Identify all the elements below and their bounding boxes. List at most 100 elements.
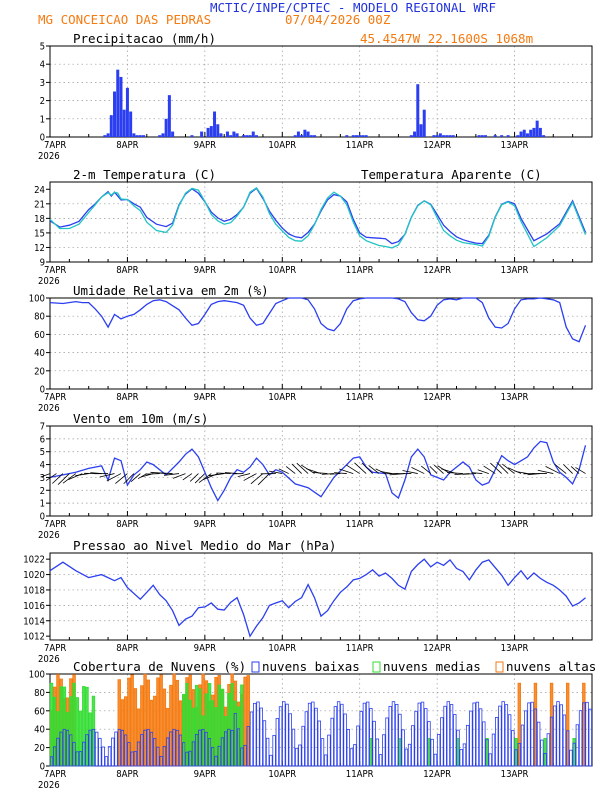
precip-bar [106, 133, 110, 137]
precip-bar [293, 135, 297, 137]
cloud-bar [407, 743, 412, 767]
cloud-bar [504, 704, 509, 767]
cloud-bar [49, 756, 54, 767]
precip-bar [296, 131, 300, 137]
cloud-bar [353, 744, 357, 767]
x-tick-label: 8APR [116, 140, 138, 151]
cloud-bar [362, 702, 367, 767]
cloud-bar [462, 743, 467, 767]
cloud-bar [94, 731, 99, 767]
cloud-bar [482, 721, 486, 767]
precip-bar [345, 135, 349, 137]
precip-bar [519, 131, 523, 137]
precip-bar [254, 135, 258, 137]
precip-bar [113, 91, 117, 137]
cloud-bar [304, 711, 309, 767]
wind-arrow [243, 473, 257, 481]
cloud-bar [253, 702, 257, 767]
legend-swatch [495, 661, 504, 673]
wind-arrow [75, 473, 89, 477]
wind-arrow [40, 473, 51, 478]
x-tick-label: 8APR [116, 392, 138, 403]
cloud-bar [172, 728, 176, 767]
precip-bar [213, 111, 217, 137]
cloud-bar [433, 753, 438, 767]
cloud-bar [272, 735, 276, 767]
wind-arrow [237, 473, 251, 477]
wind-arrow [257, 473, 270, 486]
precip-bar [109, 115, 113, 137]
wind-arrow [554, 463, 567, 474]
cloud-bar [265, 737, 270, 767]
cloud-bar [162, 746, 167, 767]
y-tick-label: 7 [40, 422, 45, 433]
cloud-bar [88, 729, 92, 767]
wind-arrow [99, 473, 115, 478]
cloud-bar [233, 713, 238, 767]
wind-arrow [313, 472, 328, 474]
precip-bar [493, 135, 497, 137]
x-tick-label: 11APR [346, 519, 374, 530]
cloud-bar [456, 729, 460, 767]
cloud-bar [365, 701, 370, 767]
cloud-bar [343, 713, 347, 767]
x-year-label: 2026 [38, 780, 60, 791]
cloud-bar [369, 708, 373, 767]
precip-bar [142, 135, 146, 137]
cloud-bar [514, 749, 518, 767]
precip-bar [535, 120, 539, 137]
x-tick-label: 7APR [44, 265, 66, 276]
precip-bar [525, 133, 529, 137]
station-name: MG CONCEICAO DAS PEDRAS [38, 12, 211, 27]
x-tick-label: 9APR [194, 769, 216, 780]
cloud-bar [175, 729, 180, 767]
precip-bar [232, 131, 236, 137]
cloud-bar [320, 738, 325, 767]
precip-bar [432, 135, 436, 137]
wind-arrow [291, 463, 302, 474]
cloud-bar [549, 716, 554, 767]
x-tick-label: 12APR [423, 140, 451, 151]
cloud-bar [430, 738, 434, 767]
wind-arrow [570, 466, 580, 474]
precip-bar [229, 135, 233, 137]
precip-bar [225, 131, 229, 137]
precip-bar [358, 135, 362, 137]
y-tick-label: 18 [34, 214, 45, 225]
cloud-bar [517, 743, 521, 767]
wind-arrow [575, 467, 586, 474]
cloud-bar [314, 707, 318, 767]
wind-arrow [490, 462, 502, 474]
y-tick-label: 60 [34, 706, 45, 717]
y-tick-label: 3 [40, 78, 45, 89]
wind-arrow [421, 465, 431, 474]
cloud-bar [259, 707, 263, 767]
cloud-bar [178, 734, 183, 767]
cloud-bar [269, 754, 273, 767]
precip-bar [138, 135, 142, 137]
series-line [49, 187, 587, 245]
cloud-bar [507, 714, 512, 767]
cloud-bar [98, 737, 102, 767]
panel-3: 0 20 40 60 80 100 7APR 8APR 9APR 10APR 11APR 12APR 1… [29, 283, 593, 414]
station-coords: 45.4547W 22.1600S 1068m [360, 31, 533, 46]
precip-bar [132, 133, 136, 137]
cloud-bar [278, 706, 283, 767]
cloud-bar [440, 717, 444, 767]
precip-bar [451, 135, 455, 137]
wind-arrow [462, 473, 476, 475]
cloud-bar [143, 729, 147, 767]
cloud-bar [491, 733, 496, 767]
cloud-bar [524, 710, 528, 767]
legend-label: nuvens baixas [262, 659, 360, 674]
cloud-bar [324, 754, 328, 767]
precip-bar [532, 127, 536, 137]
wind-arrow [368, 465, 380, 474]
x-tick-label: 7APR [44, 392, 66, 403]
wind-arrow [502, 463, 515, 474]
wind-arrow [145, 473, 160, 475]
precip-bar [480, 135, 484, 137]
x-year-label: 2026 [38, 654, 60, 665]
series-label: Temperatura Aparente (C) [361, 167, 542, 182]
wind-arrow [375, 468, 386, 474]
